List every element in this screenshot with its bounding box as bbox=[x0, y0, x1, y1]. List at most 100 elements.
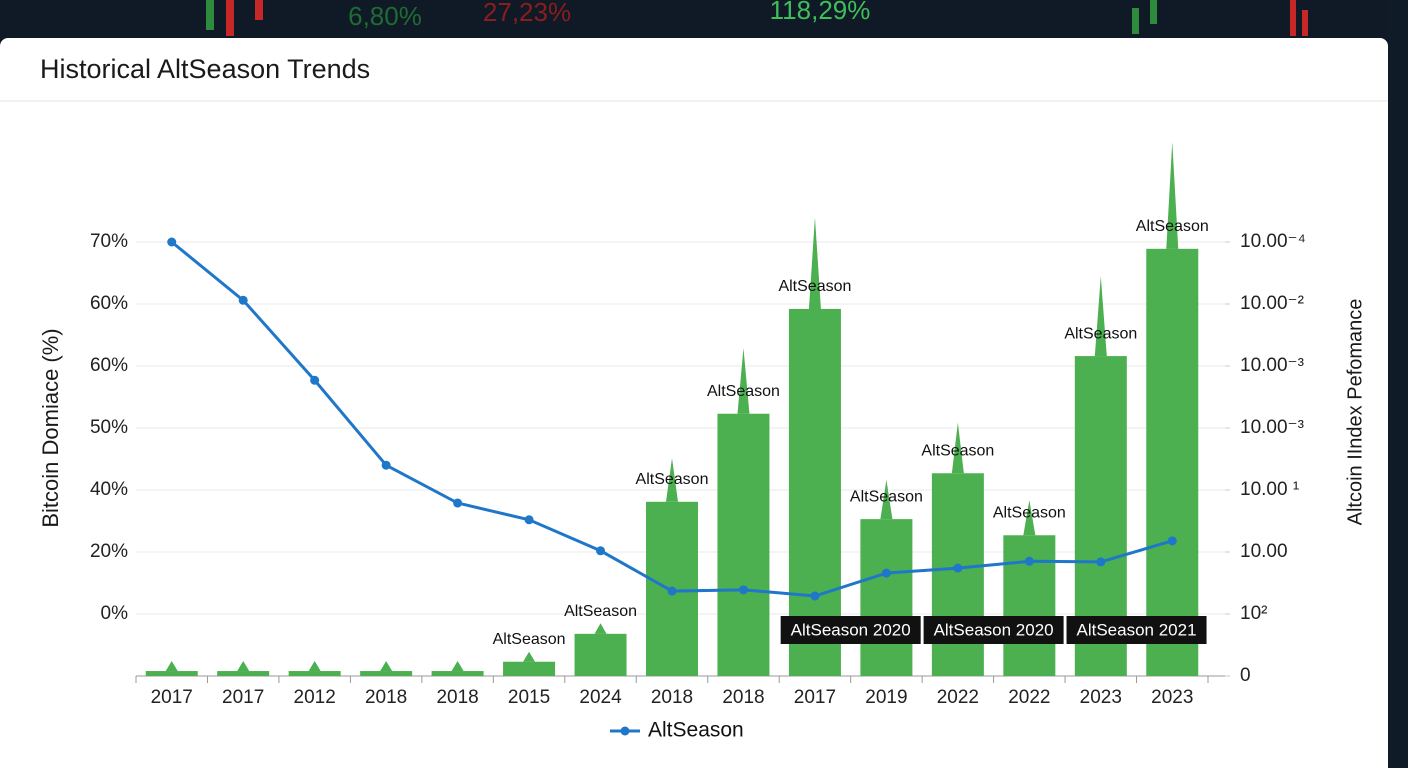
line-point bbox=[310, 375, 320, 385]
callout: AltSeason 2020 bbox=[934, 620, 1054, 639]
bar-annotation: AltSeason bbox=[1064, 325, 1137, 342]
bar bbox=[145, 671, 198, 676]
callout-box bbox=[923, 616, 1064, 644]
x-tick-label: 2012 bbox=[294, 687, 336, 708]
line-point bbox=[667, 586, 677, 596]
bar-spike bbox=[308, 661, 321, 672]
y2-tick-label: 10.00 ¹ bbox=[1240, 479, 1299, 500]
bar-spike bbox=[594, 623, 607, 634]
x-tick-label: 2015 bbox=[508, 687, 550, 708]
bar-spike bbox=[1166, 142, 1179, 249]
callout-box bbox=[1066, 616, 1207, 644]
bar-spike bbox=[1094, 276, 1107, 357]
backdrop-text: 6,80% bbox=[348, 1, 422, 31]
bar-annotation: AltSeason bbox=[564, 603, 637, 620]
bar-spike bbox=[380, 661, 393, 672]
line-point bbox=[953, 563, 963, 573]
callout: AltSeason 2020 bbox=[791, 620, 911, 639]
bar-annotation: AltSeason bbox=[993, 504, 1066, 521]
line-point bbox=[381, 460, 391, 470]
bar bbox=[431, 671, 484, 676]
line-point bbox=[596, 546, 606, 556]
y2-tick-label: 10.00⁻³ bbox=[1240, 417, 1304, 438]
y-tick-label: 0% bbox=[101, 603, 129, 624]
x-tick-label: 2017 bbox=[794, 687, 836, 708]
x-tick-label: 2018 bbox=[365, 687, 407, 708]
line-point bbox=[881, 568, 891, 578]
bar-spike bbox=[666, 458, 678, 502]
bar-spike bbox=[880, 479, 893, 520]
backdrop-edge bbox=[1388, 0, 1408, 768]
bar bbox=[574, 633, 627, 676]
y-tick-label: 60% bbox=[90, 355, 128, 376]
x-tick-label: 2022 bbox=[937, 687, 979, 708]
line-point bbox=[238, 295, 248, 305]
bar bbox=[788, 308, 841, 676]
y2-tick-label: 10.00⁻³ bbox=[1240, 355, 1304, 376]
y-tick-label: 50% bbox=[90, 417, 128, 438]
bar bbox=[717, 413, 770, 676]
bar-spike bbox=[808, 217, 821, 309]
y-tick-label: 40% bbox=[90, 479, 128, 500]
x-tick-label: 2024 bbox=[579, 687, 622, 708]
bar bbox=[360, 671, 413, 676]
line-point bbox=[738, 585, 748, 595]
y-axis-title: Bitcoin Domiace (%) bbox=[38, 328, 63, 527]
y-tick-label: 20% bbox=[90, 541, 128, 562]
x-tick-label: 2018 bbox=[651, 687, 693, 708]
line-point bbox=[167, 237, 177, 247]
bar-spike bbox=[237, 661, 250, 672]
line-point bbox=[1096, 557, 1106, 567]
bar-annotation: AltSeason bbox=[636, 471, 709, 488]
line-point bbox=[810, 591, 820, 601]
line-point bbox=[1024, 556, 1034, 566]
x-tick-label: 2023 bbox=[1151, 687, 1193, 708]
bar-annotation: AltSeason bbox=[707, 383, 780, 400]
bar-annotation: AltSeason bbox=[493, 631, 566, 648]
x-tick-label: 2022 bbox=[1008, 687, 1050, 708]
line-point bbox=[1167, 536, 1177, 546]
bar bbox=[860, 519, 913, 676]
y-tick-label: 70% bbox=[90, 231, 128, 252]
x-tick-label: 2018 bbox=[722, 687, 764, 708]
line-point bbox=[453, 498, 463, 508]
y2-axis-title: Altcoin IIndex Pefomance bbox=[1344, 299, 1366, 526]
bar-spike bbox=[165, 661, 178, 672]
plot: 70% 60% 60% 50% 40% 20% 0% 10.00⁻⁴ 10.00⁻² 10.00⁻… bbox=[90, 142, 1306, 742]
bar bbox=[217, 671, 270, 676]
legend-swatch-dot bbox=[620, 726, 630, 736]
callout-box bbox=[780, 616, 921, 644]
bar bbox=[503, 661, 556, 676]
backdrop-candles bbox=[206, 0, 1308, 36]
y-tick-label: 60% bbox=[90, 293, 128, 314]
bar bbox=[931, 473, 984, 676]
bar-annotation: AltSeason bbox=[850, 488, 923, 505]
bar-spike bbox=[951, 422, 964, 474]
y2-tick-label: 0 bbox=[1240, 665, 1251, 686]
callout: AltSeason 2021 bbox=[1077, 620, 1197, 639]
x-tick-label: 2017 bbox=[151, 687, 193, 708]
bar-annotation: AltSeason bbox=[921, 442, 994, 459]
y2-tick-label: 10.00⁻² bbox=[1240, 293, 1304, 314]
bar bbox=[1146, 248, 1199, 676]
bar-spike bbox=[523, 651, 536, 662]
bar-spike bbox=[737, 348, 750, 414]
y2-tick-label: 10² bbox=[1240, 603, 1267, 624]
line-point bbox=[524, 515, 534, 525]
x-tick-label: 2019 bbox=[865, 687, 907, 708]
bar bbox=[1003, 535, 1056, 676]
x-tick-label: 2017 bbox=[222, 687, 264, 708]
y2-tick-label: 10.00 bbox=[1240, 541, 1288, 562]
bar-annotation: AltSeason bbox=[778, 278, 851, 295]
bar-annotation: AltSeason bbox=[1136, 218, 1209, 235]
backdrop-text: 27,23% bbox=[483, 0, 571, 27]
bar bbox=[288, 671, 341, 676]
chart-title: Historical AltSeason Trends bbox=[40, 54, 370, 84]
x-tick-label: 2018 bbox=[436, 687, 478, 708]
legend-label: AltSeason bbox=[648, 719, 744, 742]
backdrop-text: 118,29% bbox=[770, 0, 871, 25]
bar-spike bbox=[1023, 500, 1036, 536]
backdrop bbox=[0, 0, 1408, 40]
